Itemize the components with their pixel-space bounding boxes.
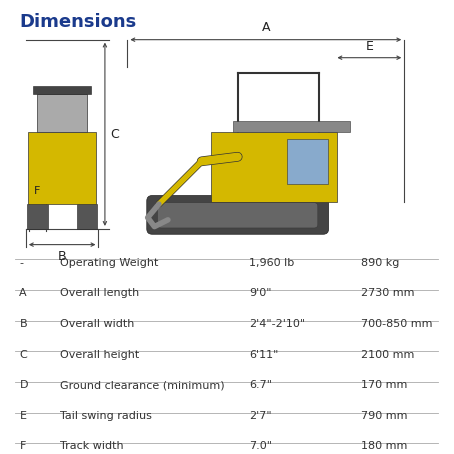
Text: 2'7": 2'7": [249, 411, 271, 421]
Text: 170 mm: 170 mm: [361, 380, 408, 390]
Text: -: -: [20, 257, 24, 267]
Text: 790 mm: 790 mm: [361, 411, 408, 421]
Text: A: A: [262, 21, 270, 34]
Text: E: E: [20, 411, 26, 421]
Text: Tail swing radius: Tail swing radius: [60, 411, 152, 421]
Bar: [27, 204, 48, 229]
Bar: [233, 121, 350, 132]
Bar: [211, 132, 337, 202]
Text: B: B: [58, 250, 66, 263]
Text: F: F: [20, 441, 26, 451]
Bar: [77, 204, 97, 229]
Text: 2'4"-2'10": 2'4"-2'10": [249, 319, 305, 329]
Text: Ground clearance (minimum): Ground clearance (minimum): [60, 380, 225, 390]
Text: 6'11": 6'11": [249, 350, 278, 360]
Bar: [33, 86, 91, 94]
Text: 6.7": 6.7": [249, 380, 272, 390]
Bar: [29, 132, 96, 204]
Text: 7.0": 7.0": [249, 441, 272, 451]
Text: Operating Weight: Operating Weight: [60, 257, 158, 267]
Text: 890 kg: 890 kg: [361, 257, 400, 267]
Text: F: F: [34, 186, 40, 196]
Text: E: E: [365, 40, 373, 53]
Text: 2730 mm: 2730 mm: [361, 288, 415, 298]
Text: Dimensions: Dimensions: [20, 13, 137, 31]
Text: 2100 mm: 2100 mm: [361, 350, 415, 360]
Text: C: C: [20, 350, 27, 360]
FancyBboxPatch shape: [147, 196, 329, 234]
FancyBboxPatch shape: [158, 203, 318, 228]
Text: Overall width: Overall width: [60, 319, 134, 329]
Text: A: A: [20, 288, 27, 298]
Text: 700-850 mm: 700-850 mm: [361, 319, 433, 329]
Text: C: C: [110, 128, 119, 141]
Text: D: D: [20, 380, 28, 390]
Text: 9'0": 9'0": [249, 288, 271, 298]
Bar: [37, 94, 87, 132]
Text: Overall length: Overall length: [60, 288, 139, 298]
Bar: [287, 139, 328, 184]
Text: 1,960 lb: 1,960 lb: [249, 257, 294, 267]
Text: Track width: Track width: [60, 441, 123, 451]
Text: 180 mm: 180 mm: [361, 441, 408, 451]
Text: Overall height: Overall height: [60, 350, 139, 360]
Text: B: B: [20, 319, 27, 329]
